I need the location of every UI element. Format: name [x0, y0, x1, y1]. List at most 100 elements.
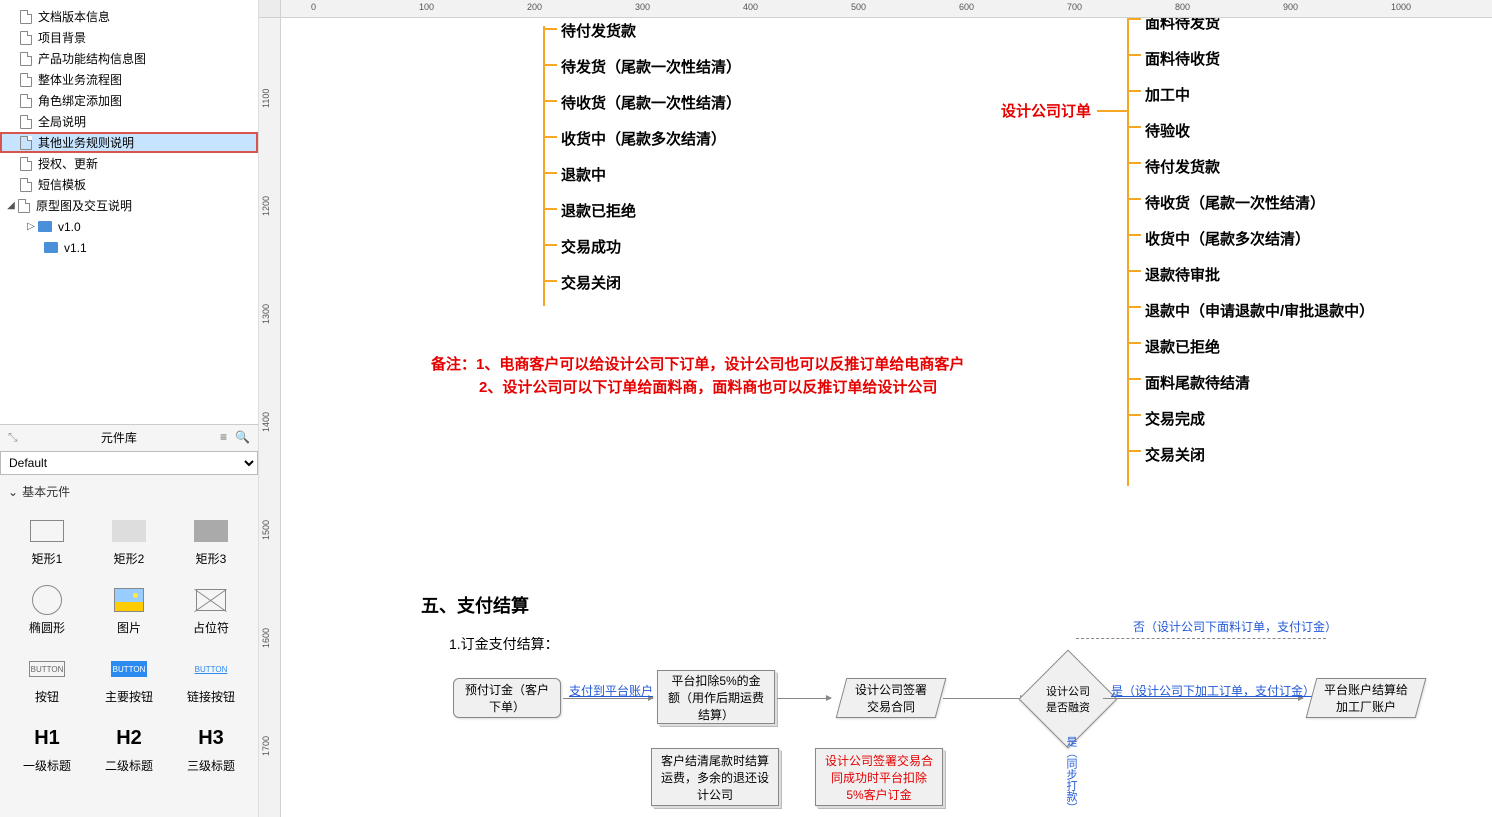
vertical-ruler[interactable]: 1100 1200 1300 1400 1500 1600 1700 [259, 18, 281, 817]
tree-item-structure[interactable]: 产品功能结构信息图 [0, 48, 258, 69]
widget-rect1[interactable]: 矩形1 [8, 510, 86, 575]
tree-item-sms[interactable]: 短信模板 [0, 174, 258, 195]
page-icon [20, 115, 32, 129]
state-right-12[interactable]: 交易关闭 [1145, 444, 1205, 465]
state-right-0[interactable]: 面料待发货 [1145, 18, 1220, 33]
chevron-down-icon: ⌄ [8, 485, 18, 499]
state-left-0[interactable]: 待付发货款 [561, 20, 636, 41]
arrow-2 [777, 698, 831, 699]
state-right-6[interactable]: 收货中（尾款多次结清） [1145, 228, 1310, 249]
folder-icon [44, 242, 58, 253]
page-icon [20, 136, 32, 150]
library-select[interactable]: Default [0, 451, 258, 475]
flow-box-refund-ship[interactable]: 客户结清尾款时结算运费，多余的退还设计公司 [651, 748, 779, 806]
notes-block[interactable]: 备注：1、电商客户可以给设计公司下订单，设计公司也可以反推订单给电商客户 2、设… [431, 354, 964, 399]
canvas-area: 0 100 200 300 400 500 600 700 800 900 10… [259, 0, 1492, 817]
state-right-8[interactable]: 退款中（申请退款中/审批退款中） [1145, 300, 1374, 321]
page-icon [20, 31, 32, 45]
flow-box-contract-cut[interactable]: 设计公司签署交易合同成功时平台扣除5%客户订金 [815, 748, 943, 806]
dash-top [1076, 638, 1326, 639]
widget-h3[interactable]: H3三级标题 [172, 717, 250, 782]
collapse-icon[interactable]: ⤡ [8, 430, 18, 445]
flow-diamond-finance[interactable]: 设计公司是否融资 [1019, 650, 1118, 749]
flow-box-settle[interactable]: 平台账户结算给加工厂账户 [1306, 678, 1427, 718]
state-left-1[interactable]: 待发货（尾款一次性结清） [561, 56, 741, 77]
menu-icon[interactable]: ≡ [220, 430, 227, 444]
branch-top-label[interactable]: 否（设计公司下面料订单，支付订金） [1133, 618, 1337, 635]
widget-library-panel: ⤡ 元件库 ≡ 🔍 Default ⌄基本元件 矩形1 矩形2 矩形3 椭圆形 … [0, 424, 259, 817]
widget-panel-header: ⤡ 元件库 ≡ 🔍 [0, 425, 258, 449]
tree-item-prototypes[interactable]: ◢原型图及交互说明 [0, 195, 258, 216]
connector-line [1097, 110, 1127, 112]
section-basic[interactable]: ⌄基本元件 [0, 477, 258, 506]
bracket-left [543, 26, 545, 306]
state-left-5[interactable]: 退款已拒绝 [561, 200, 636, 221]
widget-ellipse[interactable]: 椭圆形 [8, 579, 86, 644]
widget-placeholder[interactable]: 占位符 [172, 579, 250, 644]
tree-item-doc-version[interactable]: 文档版本信息 [0, 6, 258, 27]
widget-h1[interactable]: H1一级标题 [8, 717, 86, 782]
state-right-4[interactable]: 待付发货款 [1145, 156, 1220, 177]
horizontal-ruler[interactable]: 0 100 200 300 400 500 600 700 800 900 10… [281, 0, 1492, 18]
tree-label: 短信模板 [38, 176, 86, 193]
tree-item-background[interactable]: 项目背景 [0, 27, 258, 48]
page-icon [20, 94, 32, 108]
state-right-5[interactable]: 待收货（尾款一次性结清） [1145, 192, 1325, 213]
tree-item-auth[interactable]: 授权、更新 [0, 153, 258, 174]
vertical-branch-label[interactable]: 是（同步打款） [1063, 736, 1079, 813]
tree-item-bizflow[interactable]: 整体业务流程图 [0, 69, 258, 90]
widget-image[interactable]: 图片 [90, 579, 168, 644]
tree-label: 其他业务规则说明 [38, 134, 134, 151]
page-icon [18, 199, 30, 213]
tree-item-global[interactable]: 全局说明 [0, 111, 258, 132]
widget-rect2[interactable]: 矩形2 [90, 510, 168, 575]
tree-label: 全局说明 [38, 113, 86, 130]
tree-label: 授权、更新 [38, 155, 98, 172]
design-canvas[interactable]: 待付发货款 待发货（尾款一次性结清） 待收货（尾款一次性结清） 收货中（尾款多次… [281, 18, 1492, 817]
tree-item-v10[interactable]: ▷ v1.0 [0, 216, 258, 237]
state-right-11[interactable]: 交易完成 [1145, 408, 1205, 429]
flow-box-sign[interactable]: 设计公司签署交易合同 [836, 678, 947, 718]
state-left-4[interactable]: 退款中 [561, 164, 606, 185]
page-icon [20, 178, 32, 192]
caret-closed-icon: ▷ [26, 221, 36, 232]
widget-button[interactable]: BUTTON按钮 [8, 648, 86, 713]
page-icon [20, 73, 32, 87]
flow-box-platform-cut[interactable]: 平台扣除5%的金额（用作后期运费结算） [657, 670, 775, 724]
flow-box-prepay[interactable]: 预付订金（客户下单） [453, 678, 561, 718]
tree-label: v1.0 [58, 220, 81, 234]
widget-rect3[interactable]: 矩形3 [172, 510, 250, 575]
state-left-3[interactable]: 收货中（尾款多次结清） [561, 128, 726, 149]
tree-item-v11[interactable]: v1.1 [0, 237, 258, 258]
widget-link-button[interactable]: BUTTON链接按钮 [172, 648, 250, 713]
tree-item-roles[interactable]: 角色绑定添加图 [0, 90, 258, 111]
section5-sub[interactable]: 1.订金支付结算： [449, 634, 559, 654]
tree-label: 原型图及交互说明 [36, 197, 132, 214]
widget-panel-title: 元件库 [18, 429, 220, 446]
state-right-7[interactable]: 退款待审批 [1145, 264, 1220, 285]
flow-link-pay[interactable]: 支付到平台账户 [569, 682, 653, 699]
tree-item-other-rules[interactable]: 其他业务规则说明 [0, 132, 258, 153]
tree-label: 项目背景 [38, 29, 86, 46]
page-icon [20, 10, 32, 24]
state-left-7[interactable]: 交易关闭 [561, 272, 621, 293]
ruler-corner [259, 0, 281, 18]
state-right-3[interactable]: 待验收 [1145, 120, 1190, 141]
widget-h2[interactable]: H2二级标题 [90, 717, 168, 782]
state-right-2[interactable]: 加工中 [1145, 84, 1190, 105]
folder-icon [38, 221, 52, 232]
section5-title[interactable]: 五、支付结算 [421, 592, 529, 618]
branch-yes-label[interactable]: 是（设计公司下加工订单，支付订金） [1111, 682, 1315, 699]
widget-primary-button[interactable]: BUTTON主要按钮 [90, 648, 168, 713]
state-left-2[interactable]: 待收货（尾款一次性结清） [561, 92, 741, 113]
tree-label: 产品功能结构信息图 [38, 50, 146, 67]
state-right-9[interactable]: 退款已拒绝 [1145, 336, 1220, 357]
state-right-10[interactable]: 面料尾款待结清 [1145, 372, 1250, 393]
design-company-label[interactable]: 设计公司订单 [1001, 100, 1091, 121]
tree-label: 整体业务流程图 [38, 71, 122, 88]
state-right-1[interactable]: 面料待收货 [1145, 48, 1220, 69]
tree-label: 角色绑定添加图 [38, 92, 122, 109]
state-left-6[interactable]: 交易成功 [561, 236, 621, 257]
search-icon[interactable]: 🔍 [235, 430, 250, 444]
arrow-3 [943, 698, 1025, 699]
